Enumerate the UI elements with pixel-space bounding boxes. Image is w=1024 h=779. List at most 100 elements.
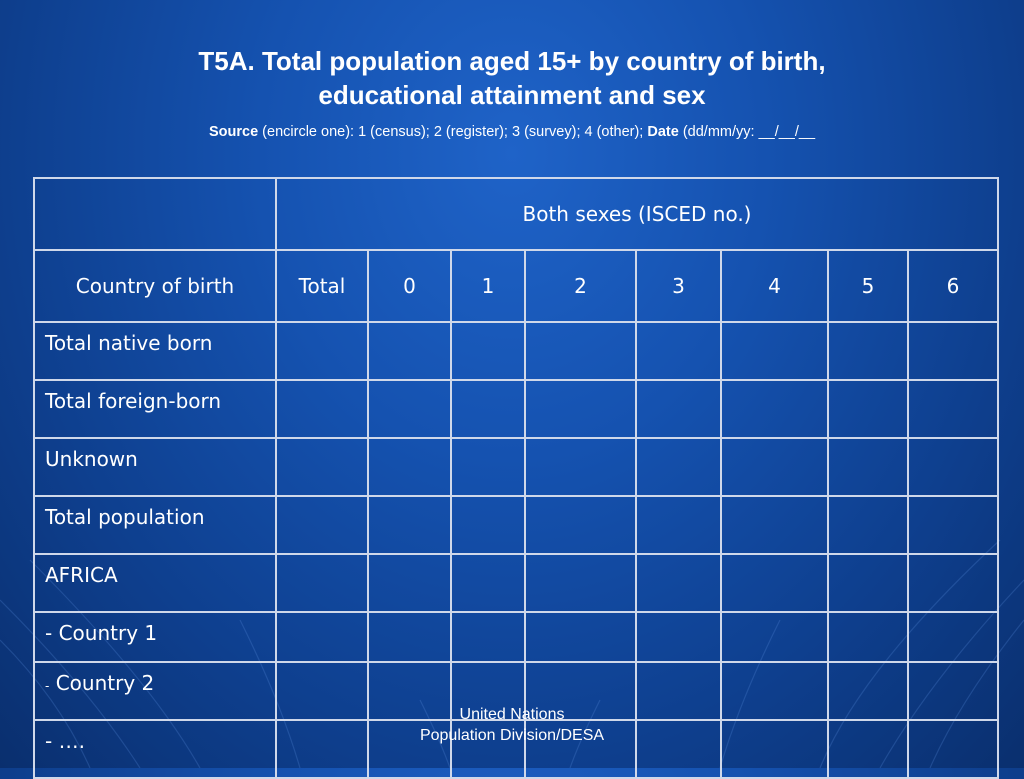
source-text: (encircle one): 1 (census); 2 (register)… xyxy=(258,124,648,140)
table-cell xyxy=(720,495,829,555)
row-label: Unknown xyxy=(33,437,277,497)
column-header: Total xyxy=(275,249,369,323)
table-cell xyxy=(524,611,637,663)
row-label-text: Country 2 xyxy=(49,671,155,695)
table-cell xyxy=(720,437,829,497)
title-line-2: educational attainment and sex xyxy=(318,80,706,110)
row-header: Country of birth xyxy=(33,249,277,323)
table-cell xyxy=(907,553,999,613)
table-cell xyxy=(907,437,999,497)
group-header: Both sexes (ISCED no.) xyxy=(275,177,999,251)
table-row: AFRICA xyxy=(33,553,999,613)
table-cell xyxy=(367,379,452,439)
table-row: Total population xyxy=(33,495,999,555)
column-header: 3 xyxy=(635,249,722,323)
row-label-text: Total native born xyxy=(45,331,213,355)
column-header: 4 xyxy=(720,249,829,323)
footer-division: Population Division/DESA xyxy=(419,727,605,744)
table-cell xyxy=(524,553,637,613)
table-cell xyxy=(827,661,909,721)
slide-title: T5A. Total population aged 15+ by countr… xyxy=(0,44,1024,112)
column-header: 5 xyxy=(827,249,909,323)
column-header: 1 xyxy=(450,249,526,323)
row-label: Total population xyxy=(33,495,277,555)
table-cell xyxy=(907,379,999,439)
table-cell xyxy=(720,321,829,381)
table-cell xyxy=(450,379,526,439)
table-cell xyxy=(827,437,909,497)
table-row: Total native born xyxy=(33,321,999,381)
column-header: 6 xyxy=(907,249,999,323)
table-cell xyxy=(275,611,369,663)
table-cell xyxy=(524,661,637,721)
table-header-row-group: Both sexes (ISCED no.) xyxy=(33,177,999,251)
table-cell xyxy=(450,321,526,381)
table-cell xyxy=(524,321,637,381)
table-cell xyxy=(827,611,909,663)
table-cell xyxy=(635,553,722,613)
table-cell xyxy=(367,553,452,613)
title-line-1: T5A. Total population aged 15+ by countr… xyxy=(198,46,826,76)
table-cell xyxy=(275,553,369,613)
table-cell xyxy=(524,437,637,497)
source-label: Source xyxy=(208,124,259,140)
table-cell xyxy=(907,661,999,721)
table-cell xyxy=(524,379,637,439)
row-label-text: - Country 1 xyxy=(45,621,158,645)
table-cell xyxy=(635,661,722,721)
column-header: 2 xyxy=(524,249,637,323)
row-label: Total foreign-born xyxy=(33,379,277,439)
column-header: 0 xyxy=(367,249,452,323)
table-cell xyxy=(367,321,452,381)
row-label: - Country 1 xyxy=(33,611,277,663)
population-table: Both sexes (ISCED no.) Country of birth … xyxy=(33,177,999,779)
table-cell xyxy=(827,553,909,613)
table-cell xyxy=(720,611,829,663)
table-cell xyxy=(450,495,526,555)
table-cell xyxy=(524,495,637,555)
table-cell xyxy=(827,379,909,439)
row-label-text: Total foreign-born xyxy=(45,389,222,413)
date-text: (dd/mm/yy: __/__/__ xyxy=(678,124,816,140)
row-label-text: Total population xyxy=(45,505,205,529)
table-cell xyxy=(907,611,999,663)
table-row: Total foreign-born xyxy=(33,379,999,439)
table-cell xyxy=(720,379,829,439)
row-label-text: - …. xyxy=(45,729,85,753)
table-cell xyxy=(907,321,999,381)
row-label-dash: - xyxy=(45,679,50,693)
table-cell xyxy=(720,661,829,721)
row-label-text: AFRICA xyxy=(45,563,118,587)
table-row: - Country 1 xyxy=(33,611,999,663)
table-cell xyxy=(367,661,452,721)
table-cell xyxy=(275,437,369,497)
table-cell xyxy=(635,379,722,439)
table-cell xyxy=(450,553,526,613)
table-cell xyxy=(275,495,369,555)
table-cell xyxy=(450,611,526,663)
table-cell xyxy=(635,437,722,497)
table-cell xyxy=(907,495,999,555)
table-cell xyxy=(275,321,369,381)
row-label: AFRICA xyxy=(33,553,277,613)
table-row: - Country 2 xyxy=(33,661,999,721)
table-cell xyxy=(367,611,452,663)
table-row: Unknown xyxy=(33,437,999,497)
table-cell xyxy=(450,437,526,497)
table-cell xyxy=(450,661,526,721)
table-cell xyxy=(275,379,369,439)
table-cell xyxy=(367,495,452,555)
source-date-line: Source (encircle one): 1 (census); 2 (re… xyxy=(0,124,1024,140)
footer-org: United Nations xyxy=(459,706,565,723)
table-cell xyxy=(635,495,722,555)
row-label-text: Unknown xyxy=(45,447,138,471)
table-cell xyxy=(720,553,829,613)
row-label: Total native born xyxy=(33,321,277,381)
table-corner-cell xyxy=(33,177,277,251)
table-cell xyxy=(827,321,909,381)
table-cell xyxy=(827,495,909,555)
table-cell xyxy=(275,661,369,721)
table-cell xyxy=(635,321,722,381)
table-cell xyxy=(367,437,452,497)
row-label: - Country 2 xyxy=(33,661,277,721)
